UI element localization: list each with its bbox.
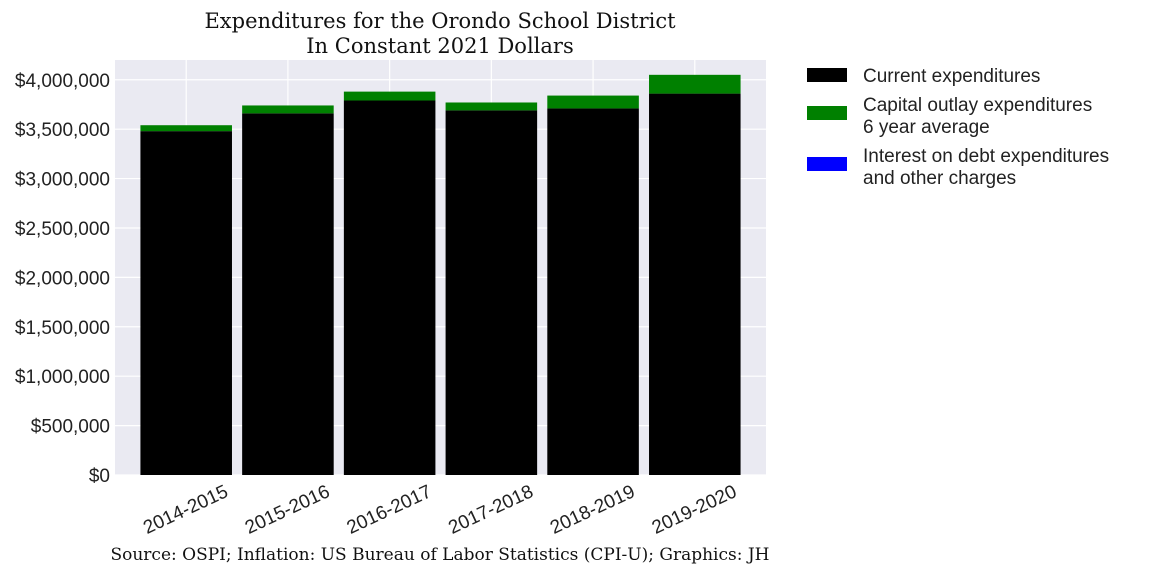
y-tick-label: $3,500,000: [15, 120, 110, 141]
bar-segment: [649, 93, 741, 475]
bars: [140, 74, 741, 476]
bar-segment: [547, 108, 639, 476]
source-note: Source: OSPI; Inflation: US Bureau of La…: [110, 545, 769, 565]
bar-segment: [343, 91, 436, 101]
y-tick-label: $500,000: [31, 417, 110, 438]
y-tick-label: $1,000,000: [15, 367, 110, 388]
legend-swatch: [807, 68, 847, 82]
y-tick-label: $0: [89, 466, 110, 487]
legend: Current expenditures Capital outlay expen…: [807, 66, 1109, 189]
x-tick-label: 2019-2020: [649, 481, 740, 538]
y-tick-label: $1,500,000: [15, 318, 110, 339]
x-axis-ticks: 2014-2015 2015-2016 2016-2017 2017-2018 2018…: [140, 481, 740, 538]
chart-title: Expenditures for the Orondo School Distr…: [204, 9, 676, 33]
bar-segment: [242, 105, 334, 114]
y-tick-label: $2,500,000: [15, 219, 110, 240]
legend-label: Current expenditures: [863, 66, 1040, 87]
bar-segment: [343, 100, 436, 475]
legend-label: Capital outlay expenditures 6 year averag…: [863, 95, 1092, 138]
y-tick-label: $4,000,000: [15, 71, 110, 92]
x-tick-label: 2014-2015: [140, 481, 231, 538]
legend-label: Interest on debt expenditures and other c…: [863, 146, 1109, 189]
bar-segment: [649, 74, 741, 94]
bar-segment: [547, 95, 639, 109]
x-tick-label: 2015-2016: [242, 481, 333, 538]
y-tick-label: $3,000,000: [15, 170, 110, 191]
x-tick-label: 2016-2017: [344, 481, 435, 538]
x-tick-label: 2018-2019: [547, 481, 638, 538]
bar-segment: [140, 125, 232, 132]
legend-swatch: [807, 106, 847, 120]
bar-segment: [242, 113, 334, 475]
y-axis-ticks: $0 $500,000 $1,000,000 $1,500,000 $2,000,000…: [15, 71, 110, 487]
bar-segment: [140, 131, 232, 475]
chart-subtitle: In Constant 2021 Dollars: [306, 34, 573, 58]
bar-segment: [445, 110, 538, 476]
legend-swatch: [807, 157, 847, 171]
y-tick-label: $2,000,000: [15, 268, 110, 289]
bar-segment: [445, 102, 538, 111]
x-tick-label: 2017-2018: [445, 481, 536, 538]
